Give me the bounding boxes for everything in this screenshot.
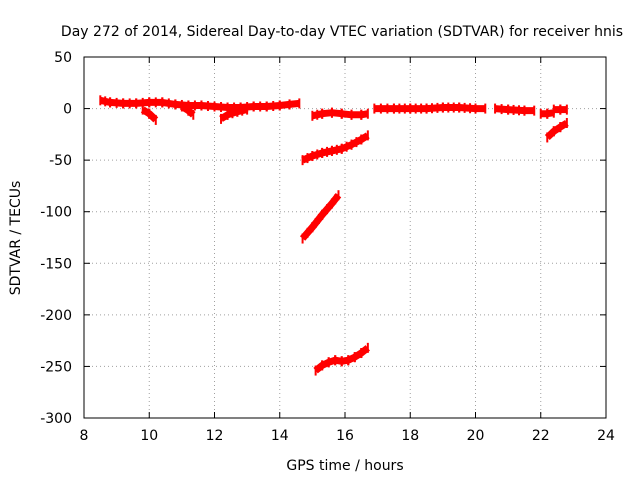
x-tick-label: 22 bbox=[532, 428, 550, 444]
x-tick-label: 12 bbox=[206, 428, 224, 444]
y-tick-label: 50 bbox=[54, 50, 72, 66]
y-axis-label: SDTVAR / TECUs bbox=[8, 181, 24, 296]
series-arc-3 bbox=[373, 102, 487, 114]
y-tick-label: -50 bbox=[49, 153, 72, 169]
data-series bbox=[99, 95, 569, 376]
series-arc-7 bbox=[301, 130, 370, 166]
y-tick-label: -100 bbox=[40, 205, 72, 221]
x-tick-label: 18 bbox=[401, 428, 419, 444]
series-arc-2 bbox=[311, 107, 369, 121]
ticks: 8 10 12 14 16 18 20 22 24 50 0 -50 -100 -150 -200 -250 -… bbox=[40, 50, 615, 444]
y-tick-label: -250 bbox=[40, 359, 72, 375]
series-arc-10 bbox=[544, 118, 569, 143]
series-arc-1-dip-a bbox=[140, 104, 159, 125]
series-line bbox=[374, 104, 486, 113]
y-tick-label: 0 bbox=[63, 102, 72, 118]
series-arc-1-dip-b bbox=[180, 101, 196, 120]
plot-frame bbox=[83, 56, 607, 419]
x-tick-label: 24 bbox=[597, 428, 615, 444]
x-axis-label: GPS time / hours bbox=[286, 458, 403, 474]
chart-title: Day 272 of 2014, Sidereal Day-to-day VTE… bbox=[61, 24, 623, 40]
y-tick-label: -200 bbox=[40, 308, 72, 324]
series-arc-9 bbox=[313, 342, 370, 376]
series-arc-6 bbox=[552, 104, 568, 115]
x-tick-label: 8 bbox=[80, 428, 89, 444]
x-tick-label: 20 bbox=[467, 428, 485, 444]
series-line bbox=[544, 120, 569, 141]
series-arc-1-dip-c bbox=[219, 104, 249, 124]
x-tick-label: 14 bbox=[271, 428, 289, 444]
x-tick-label: 10 bbox=[140, 428, 158, 444]
series-line bbox=[311, 109, 369, 120]
series-arc-8 bbox=[299, 190, 342, 244]
series-arc-4 bbox=[494, 103, 536, 116]
y-tick-label: -150 bbox=[40, 256, 72, 272]
y-tick-label: -300 bbox=[40, 411, 72, 427]
x-tick-label: 16 bbox=[336, 428, 354, 444]
